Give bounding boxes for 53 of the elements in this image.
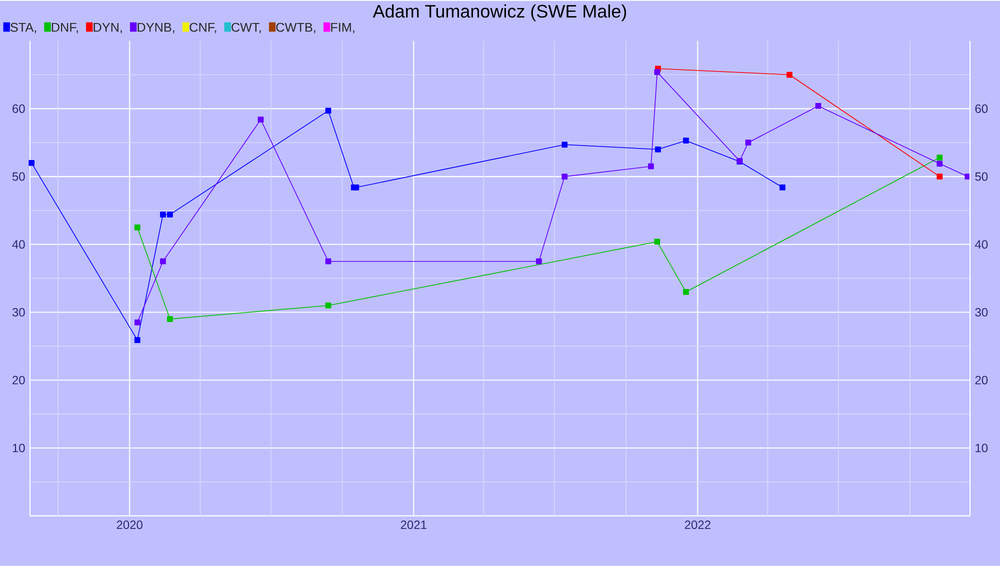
point [160,212,166,218]
y2-tick-label: 10 [976,444,988,452]
point [167,316,173,322]
point [258,116,264,123]
point [536,258,542,264]
legend-label: STA, [10,22,36,34]
x-tick-label: 2021 [400,520,426,530]
y-tick-label: 50 [12,172,25,181]
legend-label: DNF, [52,23,78,34]
point [786,72,792,78]
point [134,320,140,326]
y-tick-label: 60 [12,104,25,114]
legend-label: FIM, [331,23,354,34]
y2-tick-label: 20 [975,376,988,384]
point [167,212,173,218]
legend-label: DYNB, [138,23,174,34]
point [325,258,332,264]
legend-label: CWTB, [276,22,316,34]
chart-title: Adam Tumanowicz (SWE Male) [372,4,626,22]
point [134,224,140,230]
point [353,184,360,190]
legend-label: CWT, [232,22,261,34]
point [325,108,332,114]
point [683,289,689,295]
point [160,258,166,264]
y2-tick-label: 30 [975,308,988,317]
legend-label: CNF, [190,22,216,34]
point [780,184,786,190]
point [28,160,34,166]
x-tick-label: 2020 [116,520,142,530]
point [562,142,568,148]
legend-label: DYN, [94,23,122,34]
point [654,238,660,245]
point [648,164,654,170]
x-tick-label: 2022 [684,520,710,530]
y-tick-label: 30 [12,308,25,317]
y2-tick-label: 40 [975,240,988,249]
y-tick-label: 40 [12,240,25,249]
point [562,174,568,180]
point [745,140,752,146]
point [936,154,943,161]
point [936,174,943,180]
y2-tick-label: 50 [975,172,988,181]
y-tick-label: 10 [12,444,25,452]
y2-tick-label: 60 [975,104,988,114]
point [936,160,943,167]
point [655,146,661,152]
point [683,138,689,144]
point [325,302,332,308]
point [654,69,660,76]
point [134,337,140,344]
point [815,103,822,109]
y-tick-label: 20 [12,376,25,384]
